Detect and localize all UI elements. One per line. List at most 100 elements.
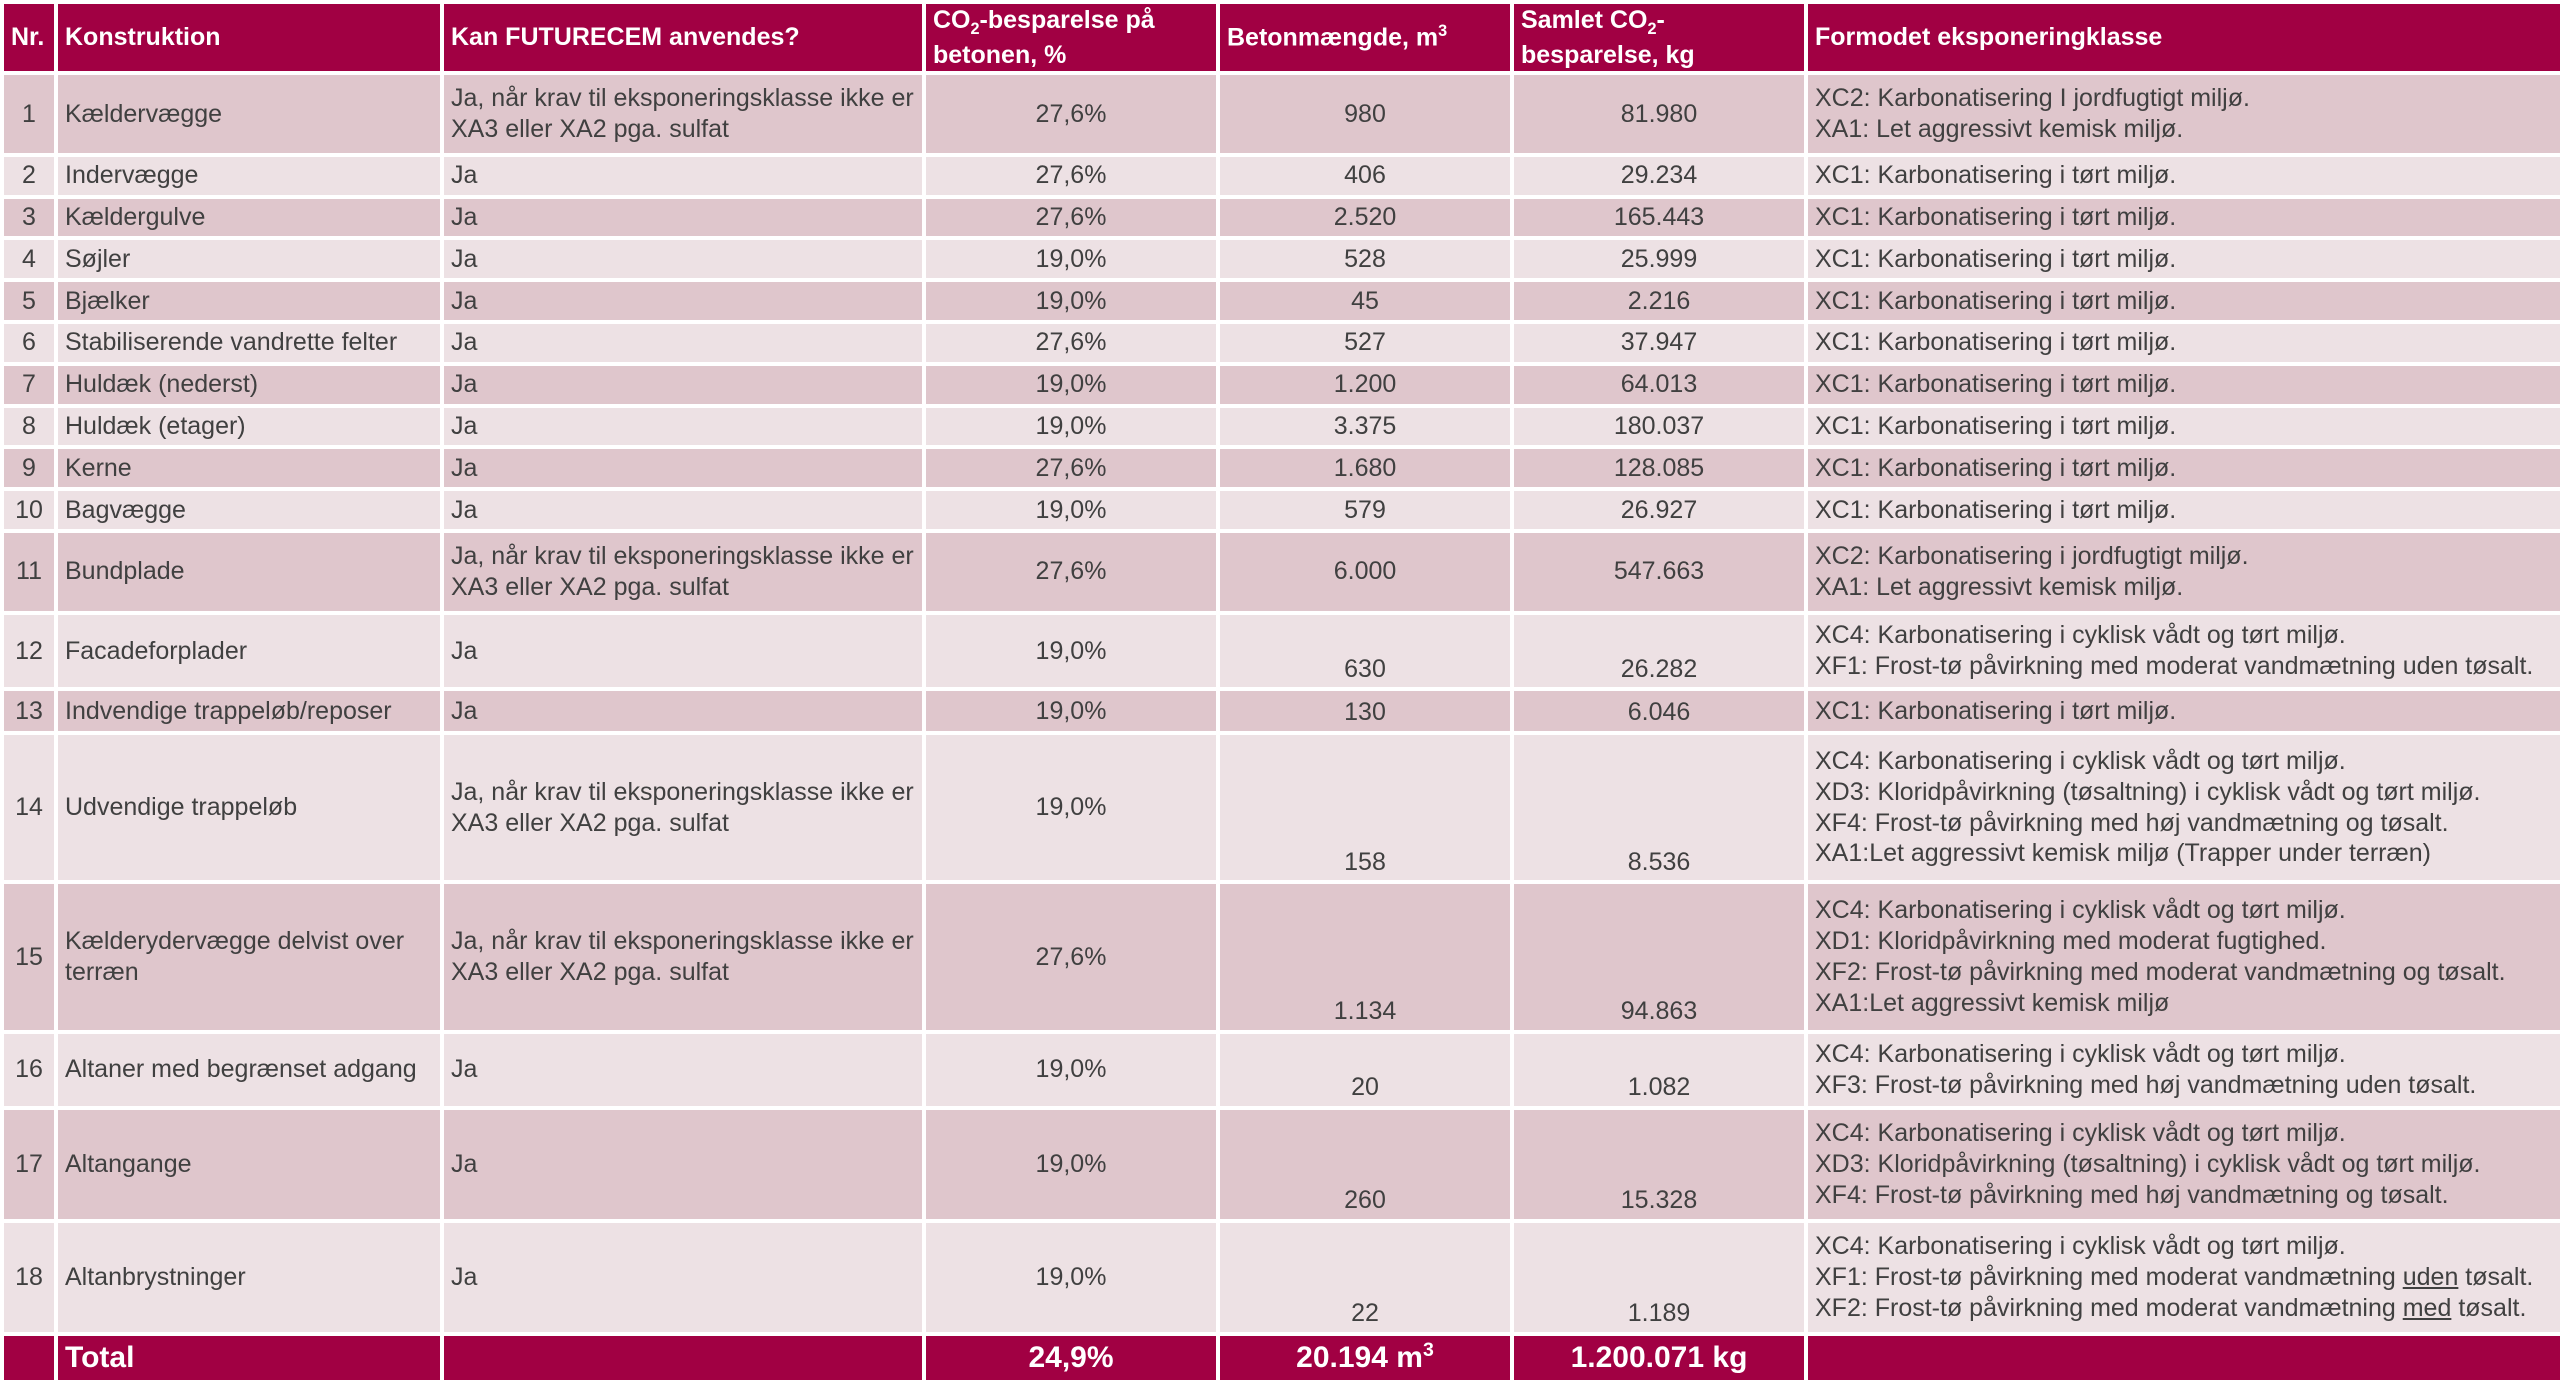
row-pct: 19,0% <box>926 282 1216 320</box>
row-klasse: XC4: Karbonatisering i cyklisk vådt og t… <box>1808 1222 2560 1332</box>
row-konstruktion: Altaner med begrænset adgang <box>58 1033 440 1107</box>
header-samlet-pre: Samlet CO <box>1521 5 1648 34</box>
row-nr: 12 <box>4 614 54 688</box>
row-pct: 27,6% <box>926 532 1216 611</box>
row-pct: 19,0% <box>926 614 1216 688</box>
row-klasse: XC1: Karbonatisering i tørt miljø. <box>1808 491 2560 529</box>
row-maengde: 130 <box>1220 691 1510 732</box>
total-maengde-value: 20.194 m <box>1296 1341 1423 1375</box>
klasse-line: XD3: Kloridpåvirkning (tøsaltning) i cyk… <box>1815 777 2481 806</box>
row-maengde: 1.200 <box>1220 365 1510 404</box>
row-klasse: XC4: Karbonatisering i cyklisk vådt og t… <box>1808 1110 2560 1219</box>
total-nr-cell <box>4 1336 54 1380</box>
row-anvendes: Ja <box>444 198 922 237</box>
row-nr: 7 <box>4 365 54 404</box>
row-konstruktion: Søjler <box>58 240 440 279</box>
klasse-line: XF1: Frost-tø påvirkning med moderat van… <box>1815 652 2534 680</box>
klasse-line: XC1: Karbonatisering i tørt miljø. <box>1815 370 2177 399</box>
klasse-line: XC4: Karbonatisering i cyklisk vådt og t… <box>1815 1040 2346 1069</box>
row-klasse: XC1: Karbonatisering i tørt miljø. <box>1808 407 2560 446</box>
row-pct: 19,0% <box>926 365 1216 404</box>
row-konstruktion: Kerne <box>58 449 440 488</box>
row-nr: 8 <box>4 407 54 446</box>
row-nr: 1 <box>4 75 54 153</box>
row-konstruktion: Kældervægge <box>58 75 440 153</box>
row-konstruktion: Bjælker <box>58 282 440 320</box>
row-nr: 15 <box>4 884 54 1030</box>
table-row: 5 Bjælker Ja 19,0% 45 2.216 XC1: Karbonatiseri… <box>4 282 2560 320</box>
row-samlet: 1.082 <box>1514 1033 1804 1107</box>
row-samlet: 15.328 <box>1514 1110 1804 1219</box>
row-pct: 19,0% <box>926 1033 1216 1107</box>
klasse-line: XC1: Karbonatisering i tørt miljø. <box>1815 696 2177 725</box>
row-konstruktion: Altangange <box>58 1110 440 1219</box>
klasse-line: XC1: Karbonatisering i tørt miljø. <box>1815 495 2177 524</box>
row-klasse: XC4: Karbonatisering i cyklisk vådt og t… <box>1808 884 2560 1030</box>
row-konstruktion: Huldæk (nederst) <box>58 365 440 404</box>
row-anvendes: Ja <box>444 240 922 279</box>
row-pct: 19,0% <box>926 691 1216 732</box>
klasse-line: XC1: Karbonatisering i tørt miljø. <box>1815 286 2177 315</box>
row-anvendes: Ja <box>444 614 922 688</box>
row-nr: 17 <box>4 1110 54 1219</box>
table-row: 15 Kælderydervægge delvist over terræn Ja,… <box>4 884 2560 1030</box>
row-klasse: XC1: Karbonatisering i tørt miljø. <box>1808 449 2560 488</box>
header-betonmaengde-pre: Betonmængde, m <box>1227 23 1439 52</box>
row-klasse: XC1: Karbonatisering i tørt miljø. <box>1808 156 2560 195</box>
row-samlet: 128.085 <box>1514 449 1804 488</box>
row-anvendes: Ja <box>444 365 922 404</box>
table-row: 12 Facadeforplader Ja 19,0% 630 26.282 XC4: Ka… <box>4 614 2560 688</box>
row-nr: 13 <box>4 691 54 732</box>
row-maengde: 630 <box>1220 614 1510 688</box>
row-konstruktion: Indervægge <box>58 156 440 195</box>
table-body: 1 Kældervægge Ja, når krav til eksponering… <box>4 75 2560 1332</box>
row-konstruktion: Bagvægge <box>58 491 440 529</box>
row-konstruktion: Kælderydervægge delvist over terræn <box>58 884 440 1030</box>
row-maengde: 528 <box>1220 240 1510 279</box>
klasse-line: XC1: Karbonatisering i tørt miljø. <box>1815 328 2177 357</box>
table-row: 14 Udvendige trappeløb Ja, når krav til ek… <box>4 735 2560 881</box>
total-anvendes-cell <box>444 1336 922 1380</box>
row-samlet: 26.927 <box>1514 491 1804 529</box>
klasse-line: XC1: Karbonatisering i tørt miljø. <box>1815 203 2177 232</box>
row-klasse: XC1: Karbonatisering i tørt miljø. <box>1808 691 2560 732</box>
row-maengde: 406 <box>1220 156 1510 195</box>
row-klasse: XC4: Karbonatisering i cyklisk vådt og t… <box>1808 1033 2560 1107</box>
row-samlet: 6.046 <box>1514 691 1804 732</box>
total-klasse-cell <box>1808 1336 2560 1380</box>
row-samlet: 2.216 <box>1514 282 1804 320</box>
row-maengde: 980 <box>1220 75 1510 153</box>
row-pct: 19,0% <box>926 407 1216 446</box>
row-samlet: 180.037 <box>1514 407 1804 446</box>
row-maengde: 3.375 <box>1220 407 1510 446</box>
row-nr: 10 <box>4 491 54 529</box>
header-betonmaengde: Betonmængde, m3 <box>1220 4 1510 71</box>
row-anvendes: Ja, når krav til eksponeringsklasse ikke… <box>444 532 922 611</box>
row-samlet: 165.443 <box>1514 198 1804 237</box>
row-nr: 4 <box>4 240 54 279</box>
row-pct: 19,0% <box>926 1222 1216 1332</box>
row-klasse: XC4: Karbonatisering i cyklisk vådt og t… <box>1808 614 2560 688</box>
row-pct: 19,0% <box>926 240 1216 279</box>
header-betonmaengde-sup: 3 <box>1438 21 1448 40</box>
row-nr: 11 <box>4 532 54 611</box>
row-klasse: XC4: Karbonatisering i cyklisk vådt og t… <box>1808 735 2560 881</box>
row-anvendes: Ja, når krav til eksponeringsklasse ikke… <box>444 884 922 1030</box>
header-samlet-sub: 2 <box>1647 19 1657 38</box>
row-anvendes: Ja <box>444 323 922 362</box>
klasse-line: XC4: Karbonatisering i cyklisk vådt og t… <box>1815 1232 2346 1261</box>
klasse-line: XA1:Let aggressivt kemisk miljø <box>1815 988 2170 1017</box>
table-row: 2 Indervægge Ja 27,6% 406 29.234 XC1: Karbonat… <box>4 156 2560 195</box>
header-samlet: Samlet CO2-besparelse, kg <box>1514 4 1804 71</box>
row-konstruktion: Kældergulve <box>58 198 440 237</box>
header-co2-sub: 2 <box>970 19 980 38</box>
row-samlet: 64.013 <box>1514 365 1804 404</box>
header-klasse: Formodet eksponeringklasse <box>1808 4 2560 71</box>
row-pct: 27,6% <box>926 75 1216 153</box>
row-pct: 27,6% <box>926 449 1216 488</box>
underlined-word: uden <box>2402 1263 2459 1292</box>
row-samlet: 25.999 <box>1514 240 1804 279</box>
row-pct: 19,0% <box>926 1110 1216 1219</box>
row-anvendes: Ja <box>444 407 922 446</box>
row-konstruktion: Facadeforplader <box>58 614 440 688</box>
